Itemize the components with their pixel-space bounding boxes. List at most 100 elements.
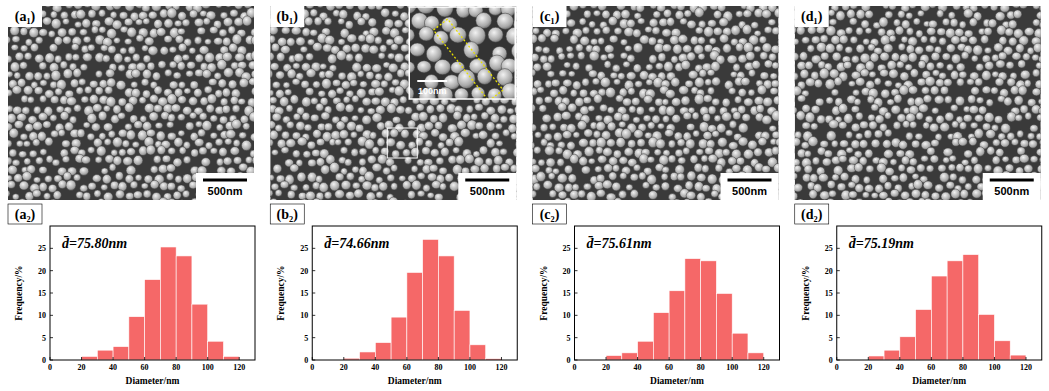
grain	[836, 44, 843, 52]
grain	[154, 86, 162, 94]
grain	[832, 52, 841, 61]
grain	[375, 73, 383, 80]
grain	[379, 182, 388, 191]
grain	[242, 140, 252, 150]
grain	[743, 42, 753, 52]
grain	[128, 46, 135, 54]
grain	[764, 60, 773, 68]
grain	[125, 6, 135, 11]
grain	[678, 157, 686, 164]
grain	[626, 184, 633, 190]
grain	[205, 53, 215, 63]
grain	[50, 115, 57, 122]
grain	[887, 60, 896, 69]
grain	[673, 199, 681, 200]
grain	[543, 181, 552, 190]
grain	[616, 137, 625, 147]
grain	[352, 115, 359, 121]
grain	[143, 55, 151, 63]
grain	[409, 61, 415, 73]
grain	[300, 46, 307, 52]
grain	[251, 87, 254, 96]
grain	[762, 10, 772, 19]
grain	[610, 72, 618, 79]
grain	[496, 123, 503, 129]
grain	[817, 42, 827, 52]
grain	[683, 199, 692, 200]
grain	[136, 19, 143, 25]
grain	[588, 106, 595, 112]
grain	[302, 28, 310, 37]
grain	[549, 124, 556, 131]
grain	[368, 155, 377, 163]
grain	[711, 190, 719, 197]
grain	[985, 61, 994, 70]
grain	[558, 191, 567, 199]
grain	[705, 147, 714, 155]
grain	[392, 150, 400, 158]
grain	[656, 139, 666, 149]
grain	[239, 132, 247, 139]
grain	[114, 38, 121, 44]
grain	[535, 97, 543, 105]
grain	[694, 45, 704, 55]
grain	[596, 189, 605, 197]
grain	[45, 175, 53, 182]
grain	[14, 174, 23, 183]
grain	[328, 90, 337, 99]
grain	[604, 45, 614, 53]
grain	[633, 29, 641, 38]
grain	[614, 28, 622, 35]
grain	[102, 55, 110, 63]
grain	[976, 63, 984, 71]
grain	[800, 52, 808, 61]
grain	[580, 89, 588, 97]
grain	[183, 156, 190, 164]
grain	[665, 89, 675, 98]
grain	[1016, 44, 1025, 53]
grain	[619, 157, 628, 165]
grain	[297, 137, 307, 146]
grain	[186, 71, 194, 78]
grain	[359, 148, 367, 155]
grain	[317, 139, 325, 146]
grain	[925, 76, 935, 86]
scale-bar-text: 500nm	[732, 185, 767, 197]
grain	[335, 173, 344, 181]
grain	[533, 53, 540, 61]
grain	[742, 25, 751, 35]
grain	[471, 113, 478, 120]
grain	[155, 122, 163, 128]
grain	[697, 193, 705, 200]
grain	[18, 199, 26, 200]
grain	[825, 79, 835, 90]
grain	[362, 181, 372, 190]
grain	[677, 139, 685, 147]
grain	[672, 98, 681, 107]
grain	[25, 124, 34, 132]
grain	[120, 48, 127, 55]
grain	[889, 6, 897, 10]
grain	[738, 88, 746, 96]
grain	[431, 129, 440, 137]
grain	[291, 200, 299, 201]
grain	[774, 163, 779, 172]
grain	[8, 55, 12, 63]
grain	[630, 190, 638, 199]
grain	[694, 94, 704, 105]
grain	[566, 46, 573, 52]
grain	[900, 72, 909, 81]
grain	[632, 97, 640, 105]
grain	[324, 18, 332, 26]
grain	[148, 11, 157, 19]
inset-scale-bar	[417, 80, 447, 82]
grain	[581, 166, 590, 174]
grain	[249, 112, 254, 122]
grain	[8, 190, 10, 198]
grain	[800, 69, 809, 78]
grain	[639, 172, 646, 180]
label-box	[270, 6, 304, 27]
grain	[87, 113, 97, 123]
grain	[125, 38, 132, 44]
grain	[422, 147, 430, 155]
